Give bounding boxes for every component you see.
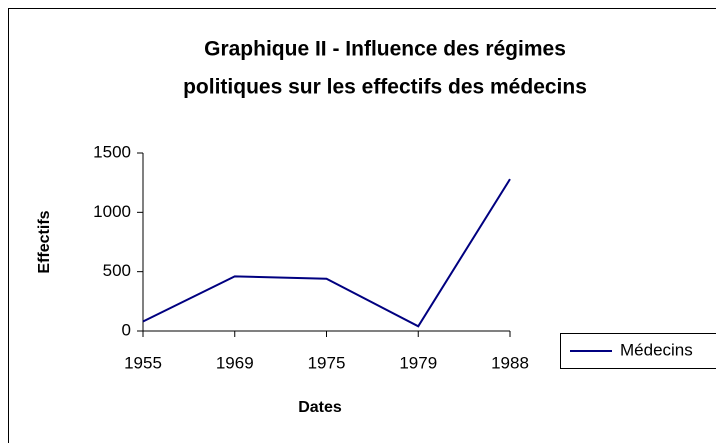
y-tick-label: 1500 xyxy=(93,142,131,161)
y-tick-label: 500 xyxy=(103,261,131,280)
legend-label: Médecins xyxy=(620,340,693,359)
chart-border xyxy=(8,8,716,443)
x-tick-label: 1969 xyxy=(216,353,254,372)
x-axis-title: Dates xyxy=(298,399,342,416)
chart-title: politiques sur les effectifs des médecin… xyxy=(183,76,587,99)
y-axis-title: Effectifs xyxy=(36,210,53,273)
chart-title: Graphique II - Influence des régimes xyxy=(204,38,566,61)
y-tick-label: 0 xyxy=(122,320,131,339)
y-tick-label: 1000 xyxy=(93,202,131,221)
x-tick-label: 1955 xyxy=(124,353,162,372)
x-tick-label: 1975 xyxy=(308,353,346,372)
line-series xyxy=(142,178,511,328)
x-tick-label: 1988 xyxy=(491,353,529,372)
x-tick-label: 1979 xyxy=(399,353,437,372)
